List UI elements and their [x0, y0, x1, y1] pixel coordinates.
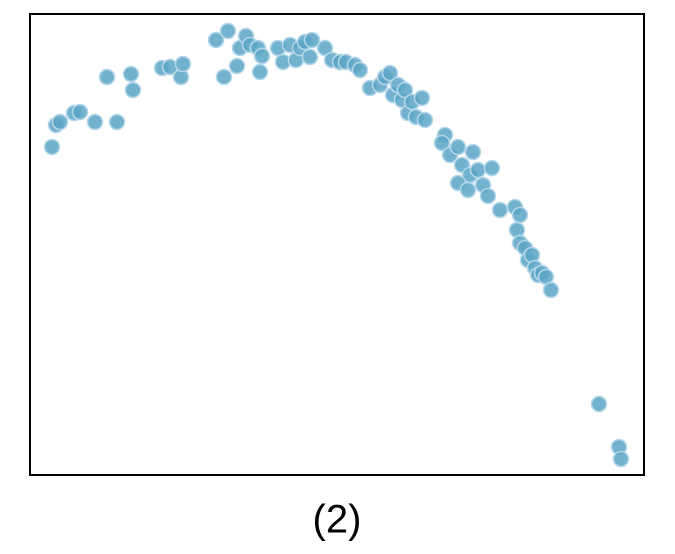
point [251, 63, 269, 81]
point [174, 55, 192, 73]
point [590, 395, 608, 413]
point [207, 31, 225, 49]
point [464, 143, 482, 161]
point [433, 134, 451, 152]
x-axis-label: (2) [313, 498, 362, 542]
point [86, 113, 104, 131]
point [301, 48, 319, 66]
point [228, 57, 246, 75]
point [413, 89, 431, 107]
point [491, 201, 509, 219]
point [215, 68, 233, 86]
point [396, 81, 414, 99]
point [71, 103, 89, 121]
point [612, 450, 630, 468]
point [124, 81, 142, 99]
point [459, 181, 477, 199]
point [303, 31, 321, 49]
point [108, 113, 126, 131]
point [449, 138, 467, 156]
point [542, 281, 560, 299]
plot-frame [29, 13, 645, 476]
point [98, 68, 116, 86]
point [43, 138, 61, 156]
point [351, 61, 369, 79]
point [483, 159, 501, 177]
point [122, 65, 140, 83]
point [469, 161, 487, 179]
point [381, 64, 399, 82]
point [51, 113, 69, 131]
point [253, 47, 271, 65]
point [316, 39, 334, 57]
point [511, 206, 529, 224]
point [479, 187, 497, 205]
point [416, 111, 434, 129]
point [219, 22, 237, 40]
